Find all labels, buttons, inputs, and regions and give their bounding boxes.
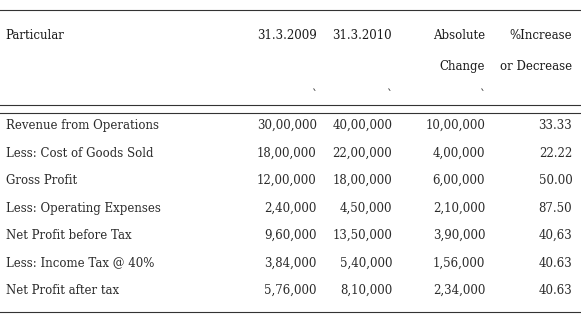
Text: 40,00,000: 40,00,000: [332, 119, 392, 132]
Text: 4,00,000: 4,00,000: [433, 147, 485, 160]
Text: Absolute: Absolute: [433, 29, 485, 42]
Text: 1,56,000: 1,56,000: [433, 257, 485, 270]
Text: Change: Change: [440, 60, 485, 73]
Text: `: `: [479, 89, 485, 102]
Text: or Decrease: or Decrease: [500, 60, 572, 73]
Text: 12,00,000: 12,00,000: [257, 174, 317, 187]
Text: 40.63: 40.63: [539, 284, 572, 297]
Text: 2,40,000: 2,40,000: [264, 202, 317, 215]
Text: 18,00,000: 18,00,000: [332, 174, 392, 187]
Text: Less: Operating Expenses: Less: Operating Expenses: [6, 202, 161, 215]
Text: 40.63: 40.63: [539, 257, 572, 270]
Text: Less: Cost of Goods Sold: Less: Cost of Goods Sold: [6, 147, 153, 160]
Text: 87.50: 87.50: [539, 202, 572, 215]
Text: `: `: [311, 89, 317, 102]
Text: 10,00,000: 10,00,000: [425, 119, 485, 132]
Text: 6,00,000: 6,00,000: [433, 174, 485, 187]
Text: `: `: [386, 89, 392, 102]
Text: Revenue from Operations: Revenue from Operations: [6, 119, 159, 132]
Text: 22.22: 22.22: [539, 147, 572, 160]
Text: 3,84,000: 3,84,000: [264, 257, 317, 270]
Text: 8,10,000: 8,10,000: [340, 284, 392, 297]
Text: 5,40,000: 5,40,000: [340, 257, 392, 270]
Text: 9,60,000: 9,60,000: [264, 229, 317, 242]
Text: 33.33: 33.33: [539, 119, 572, 132]
Text: 22,00,000: 22,00,000: [332, 147, 392, 160]
Text: 50.00: 50.00: [539, 174, 572, 187]
Text: Net Profit before Tax: Net Profit before Tax: [6, 229, 131, 242]
Text: 31.3.2009: 31.3.2009: [257, 29, 317, 42]
Text: 18,00,000: 18,00,000: [257, 147, 317, 160]
Text: 5,76,000: 5,76,000: [264, 284, 317, 297]
Text: 30,00,000: 30,00,000: [257, 119, 317, 132]
Text: 3,90,000: 3,90,000: [433, 229, 485, 242]
Text: Net Profit after tax: Net Profit after tax: [6, 284, 119, 297]
Text: 31.3.2010: 31.3.2010: [332, 29, 392, 42]
Text: 40,63: 40,63: [539, 229, 572, 242]
Text: 13,50,000: 13,50,000: [332, 229, 392, 242]
Text: 2,34,000: 2,34,000: [433, 284, 485, 297]
Text: 4,50,000: 4,50,000: [340, 202, 392, 215]
Text: Less: Income Tax @ 40%: Less: Income Tax @ 40%: [6, 257, 154, 270]
Text: 2,10,000: 2,10,000: [433, 202, 485, 215]
Text: %Increase: %Increase: [510, 29, 572, 42]
Text: Particular: Particular: [6, 29, 64, 42]
Text: Gross Profit: Gross Profit: [6, 174, 77, 187]
